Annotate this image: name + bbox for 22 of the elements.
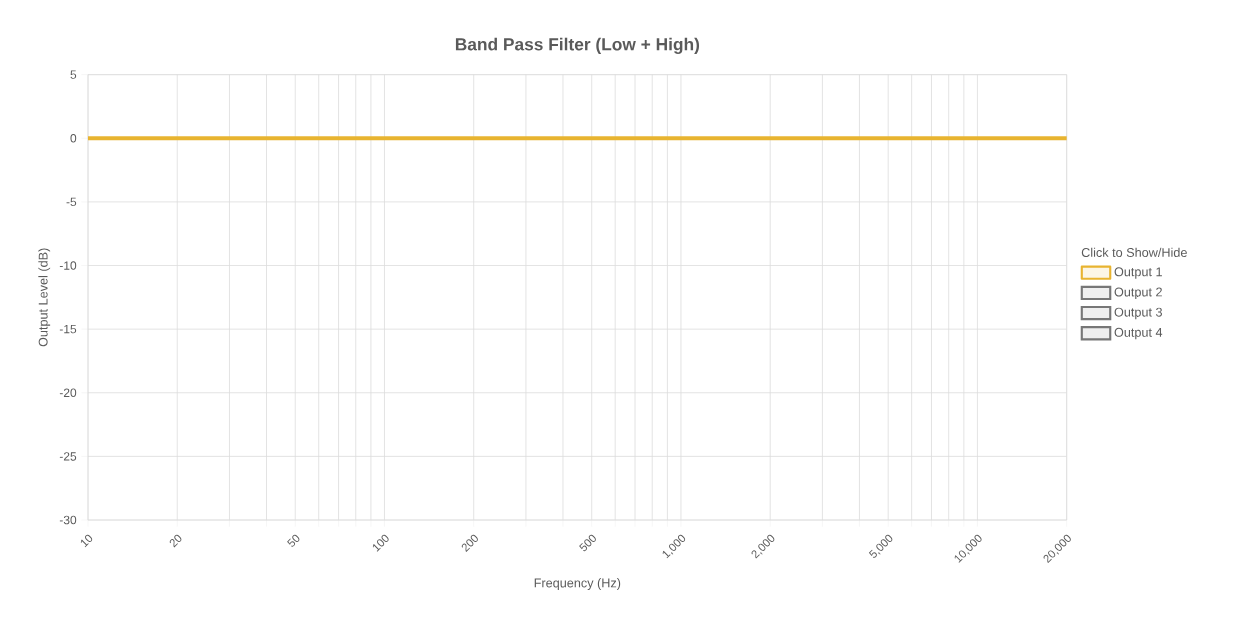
x-tick-label: 500: [579, 534, 596, 552]
legend-label: Output 3: [1114, 307, 1162, 320]
legend-label: Output 2: [1114, 287, 1162, 299]
x-tick-label: 50: [287, 534, 300, 547]
chart-title: Band Pass Filter (Low + High): [455, 37, 700, 54]
x-tick-label: 200: [461, 534, 478, 552]
y-tick-label: -30: [59, 515, 77, 525]
y-tick-label: -5: [66, 197, 77, 207]
x-axis-title: Frequency (Hz): [534, 578, 621, 590]
y-tick-label: -20: [59, 388, 77, 398]
x-tick-label: 100: [372, 534, 389, 552]
y-tick-label: -10: [59, 261, 77, 270]
y-tick-label: 5: [70, 70, 77, 79]
legend-label: Output 4: [1114, 327, 1163, 340]
y-tick-label: 0: [70, 134, 77, 143]
legend-title: Click to Show/Hide: [1081, 247, 1187, 257]
x-tick-label: 10: [80, 534, 93, 548]
y-axis-title: Output Level (dB): [38, 248, 51, 347]
legend-label: Output 1: [1114, 267, 1162, 279]
y-tick-label: -15: [59, 324, 77, 334]
x-tick-label: 20: [169, 534, 182, 548]
y-tick-label: -25: [59, 452, 77, 461]
